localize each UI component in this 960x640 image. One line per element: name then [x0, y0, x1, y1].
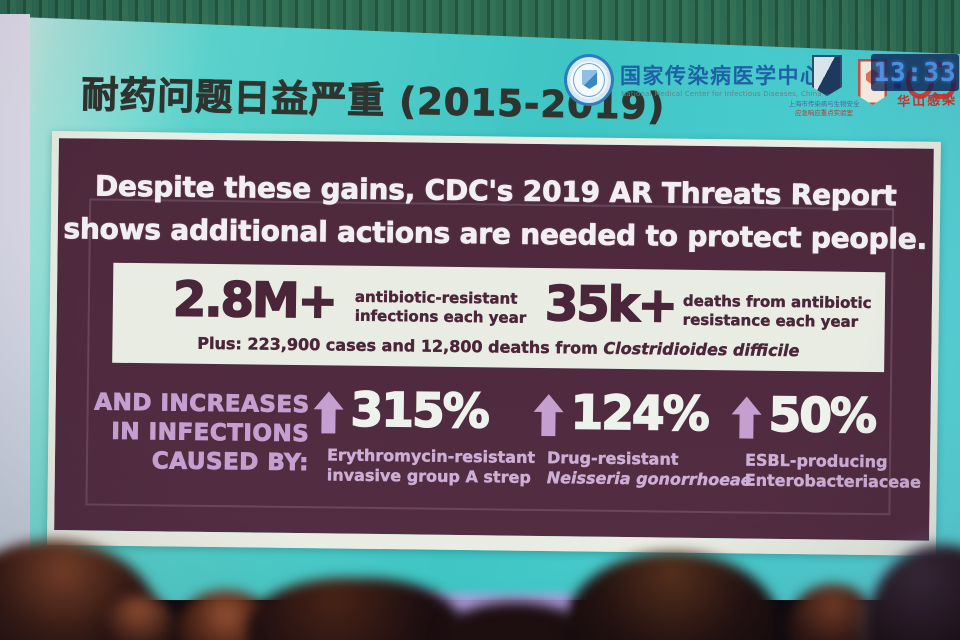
lab-name-line2: 应急响应重点实验室 [795, 109, 853, 117]
audience-head [868, 545, 960, 640]
lab-shield-icon [812, 55, 842, 96]
camera-timestamp: 13:33 [871, 54, 959, 91]
nmc-logo-icon [564, 54, 614, 106]
audience-head [788, 584, 878, 640]
screen-edge-strip [0, 14, 30, 590]
audience-head [565, 552, 780, 640]
audience-head [248, 578, 463, 640]
nmc-name-en: National Medical Center for Infectious D… [621, 90, 822, 98]
lab-name-line1: 上海市传染病与生物安全 [788, 100, 860, 108]
nmc-name-cn: 国家传染病医学中心 [620, 64, 823, 88]
